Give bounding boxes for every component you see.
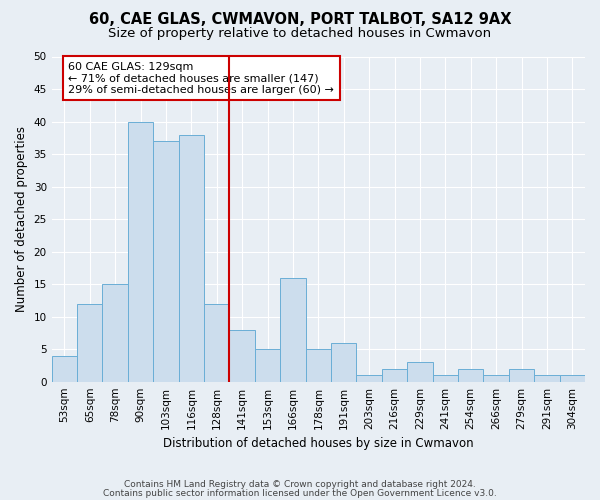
Bar (77, 304, 103, 382)
Bar (509, 368, 534, 382)
Bar (280, 278, 305, 382)
Bar (484, 375, 509, 382)
Bar (382, 368, 407, 382)
Text: Size of property relative to detached houses in Cwmavon: Size of property relative to detached ho… (109, 28, 491, 40)
Bar (128, 122, 153, 382)
X-axis label: Distribution of detached houses by size in Cwmavon: Distribution of detached houses by size … (163, 437, 473, 450)
Bar (458, 368, 484, 382)
Bar (52, 356, 77, 382)
Bar (534, 375, 560, 382)
Bar (331, 342, 356, 382)
Bar (407, 362, 433, 382)
Bar (305, 349, 331, 382)
Bar (229, 330, 255, 382)
Bar (356, 375, 382, 382)
Bar (204, 304, 229, 382)
Bar (103, 284, 128, 382)
Bar (179, 134, 204, 382)
Bar (433, 375, 458, 382)
Bar (255, 349, 280, 382)
Bar (153, 141, 179, 382)
Text: Contains public sector information licensed under the Open Government Licence v3: Contains public sector information licen… (103, 489, 497, 498)
Text: 60, CAE GLAS, CWMAVON, PORT TALBOT, SA12 9AX: 60, CAE GLAS, CWMAVON, PORT TALBOT, SA12… (89, 12, 511, 28)
Bar (560, 375, 585, 382)
Text: 60 CAE GLAS: 129sqm
← 71% of detached houses are smaller (147)
29% of semi-detac: 60 CAE GLAS: 129sqm ← 71% of detached ho… (68, 62, 334, 95)
Text: Contains HM Land Registry data © Crown copyright and database right 2024.: Contains HM Land Registry data © Crown c… (124, 480, 476, 489)
Y-axis label: Number of detached properties: Number of detached properties (15, 126, 28, 312)
